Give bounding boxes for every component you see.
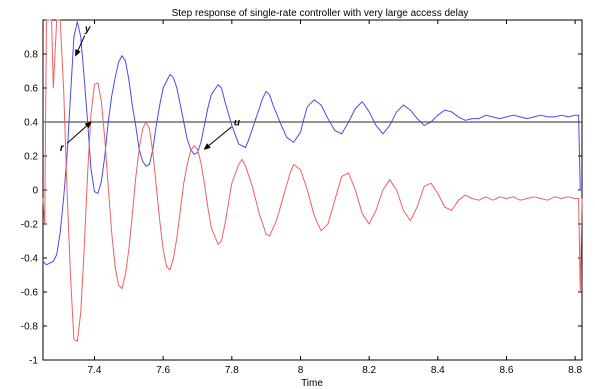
series-u-line: [42, 19, 583, 342]
x-axis-label: Time: [301, 378, 323, 389]
y-tick-label: 0.6: [24, 84, 38, 95]
y-tick-label: 0.4: [24, 118, 38, 129]
annotation-u-arrow: [203, 126, 232, 150]
annotations: y r u: [60, 24, 240, 154]
x-tick-label: 8: [298, 365, 304, 376]
y-tick-label: -0.6: [21, 288, 39, 299]
y-tick-label: 0.2: [24, 152, 38, 163]
annotation-y-arrow: [75, 35, 86, 57]
x-tick-label: 8.6: [500, 365, 514, 376]
y-tick-label: -0.2: [21, 220, 39, 231]
annotation-u-label: u: [234, 117, 240, 128]
x-tick-label: 7.8: [225, 365, 239, 376]
x-tick-label: 8.2: [362, 365, 376, 376]
y-tick-label: -1: [29, 356, 38, 367]
y-tick-label: -0.4: [21, 254, 39, 265]
series-y-line: [42, 21, 582, 266]
x-tick-label: 7.4: [88, 365, 102, 376]
annotation-y-label: y: [84, 24, 91, 35]
x-tick-label: 8.4: [431, 365, 445, 376]
x-axis: 7.4 7.6 7.8 8 8.2 8.4 8.6 8.8: [88, 20, 583, 376]
chart-title: Step response of single-rate controller …: [172, 8, 469, 19]
y-axis: -1 -0.8 -0.6 -0.4 -0.2 0 0.2 0.4 0.6 0.8: [21, 50, 582, 367]
x-tick-label: 7.6: [156, 365, 170, 376]
y-tick-label: -0.8: [21, 322, 39, 333]
series-layer: [42, 19, 583, 342]
x-tick-label: 8.8: [568, 365, 582, 376]
plot-area: [42, 19, 583, 361]
y-tick-label: 0: [32, 186, 38, 197]
annotation-r-arrow: [66, 121, 92, 144]
y-tick-label: 0.8: [24, 50, 38, 61]
annotation-r-label: r: [60, 143, 65, 154]
